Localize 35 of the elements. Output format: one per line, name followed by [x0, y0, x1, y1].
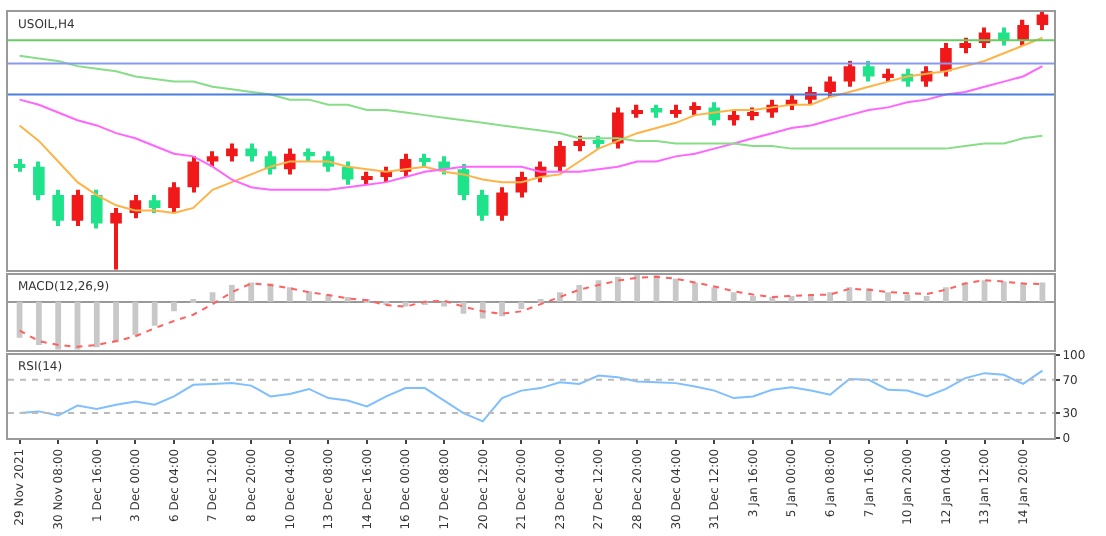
bar	[171, 301, 177, 312]
bar	[923, 295, 930, 302]
bar	[634, 274, 641, 302]
bar	[557, 292, 563, 302]
bar	[499, 301, 505, 317]
bar	[35, 301, 42, 345]
bar	[576, 284, 583, 302]
bar	[55, 301, 62, 350]
bar	[730, 292, 737, 302]
bar	[306, 291, 312, 302]
bar	[672, 278, 679, 302]
bar	[113, 301, 119, 343]
bar	[692, 282, 698, 302]
bar	[132, 301, 139, 336]
bar	[151, 301, 158, 326]
bar	[750, 295, 756, 302]
bar	[93, 301, 100, 348]
bar	[286, 287, 293, 302]
bar	[248, 282, 255, 302]
bar	[209, 292, 216, 302]
bar	[518, 301, 525, 309]
bar	[614, 276, 621, 302]
bar	[943, 287, 949, 302]
bar	[479, 301, 486, 319]
bar	[769, 296, 776, 302]
bar	[885, 292, 891, 302]
bar	[904, 294, 911, 302]
bar	[1000, 281, 1007, 302]
bar	[228, 284, 235, 302]
bar	[711, 287, 718, 302]
bar	[344, 296, 351, 302]
bar	[1020, 282, 1027, 302]
bar	[441, 301, 448, 307]
bar	[962, 282, 969, 302]
bar	[827, 292, 834, 302]
